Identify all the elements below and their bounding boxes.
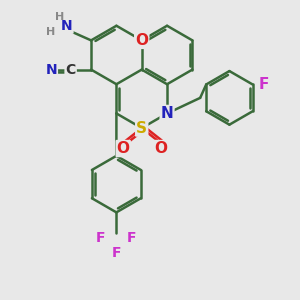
Text: N: N [161,106,173,121]
Text: O: O [154,141,167,156]
Text: O: O [117,141,130,156]
Text: N: N [61,19,73,33]
Text: H: H [55,12,64,22]
Text: C: C [65,63,76,76]
Text: F: F [112,246,121,260]
Text: S: S [136,121,147,136]
Text: F: F [258,77,268,92]
Text: F: F [127,231,137,245]
Text: N: N [45,63,57,76]
Text: O: O [135,33,148,48]
Text: H: H [46,27,55,37]
Text: F: F [96,231,106,245]
